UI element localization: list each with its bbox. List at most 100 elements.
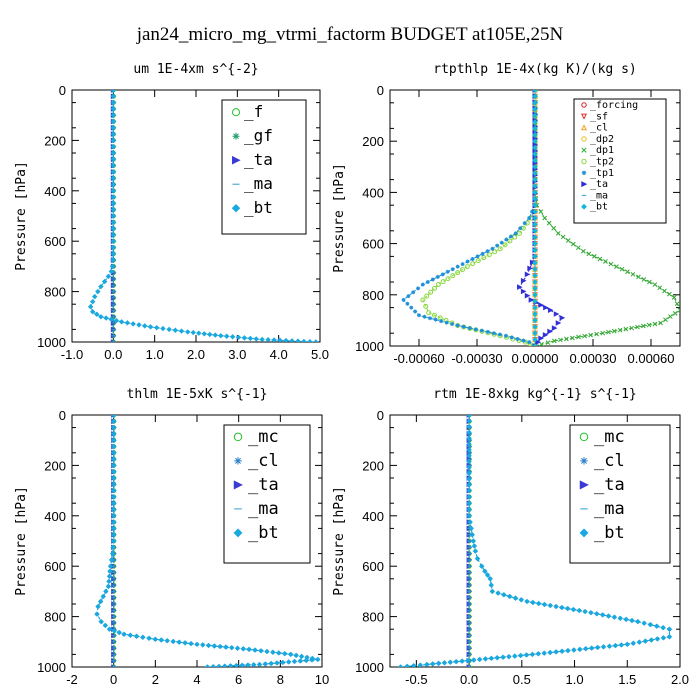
legend-marker_bt (233, 528, 243, 538)
series-marker_bt (110, 162, 117, 169)
series-marker_dp1 (600, 330, 606, 336)
series-marker_bt (97, 598, 104, 605)
y-tick-label: 400 (44, 509, 66, 524)
series-marker_ta (520, 288, 527, 295)
legend-label: _ma (594, 499, 625, 519)
series-marker_bt (274, 660, 280, 666)
x-tick-label: 2.0 (187, 347, 205, 362)
series-marker_bt (277, 337, 283, 342)
series-marker_bt (532, 138, 538, 144)
series-marker_bt (535, 651, 542, 657)
series-marker_bt (466, 423, 472, 430)
series-marker_tp1 (509, 335, 514, 340)
series-marker_bt (87, 304, 94, 310)
series-marker_bt (532, 317, 538, 324)
y-tick-label: 200 (362, 134, 384, 149)
series-marker_tp1 (435, 274, 440, 279)
series-marker_bt (110, 500, 117, 506)
series-marker_bt (466, 441, 472, 447)
series-marker_tp1 (475, 254, 480, 259)
x-tick-label: 3.0 (228, 347, 246, 362)
legend-marker_dp2 (581, 136, 587, 142)
series-marker_bt (624, 641, 630, 648)
series-marker_bt (110, 137, 117, 144)
series-marker_bt (629, 617, 635, 624)
series-marker_bt (207, 331, 213, 338)
series-marker_ta (555, 320, 562, 326)
series-marker_bt (623, 616, 629, 623)
legend-label: _f (244, 102, 263, 121)
x-tick-label: 1.0 (566, 672, 584, 687)
x-tick-label: 4.0 (270, 347, 288, 362)
series-marker_tp1 (405, 301, 410, 306)
series-marker_tp1 (455, 323, 460, 328)
legend-label: _dp1 (590, 145, 614, 156)
series-marker_tp2 (450, 273, 456, 279)
series-marker_bt (532, 221, 538, 228)
series-marker_bt (298, 653, 305, 660)
legend-marker_ta (581, 181, 588, 188)
series-marker_bt (466, 435, 472, 441)
series-marker_bt (108, 268, 114, 275)
series-marker_bt (110, 418, 117, 425)
series-marker_bt (110, 156, 117, 163)
series-marker_bt (110, 118, 117, 125)
legend-marker_mc (579, 432, 589, 442)
series-marker_bt (576, 607, 582, 614)
series-marker_bt (234, 645, 241, 651)
series-marker_bt (110, 513, 117, 519)
series-marker_bt (553, 649, 559, 655)
series-marker_bt (271, 337, 277, 342)
series-marker_bt (116, 629, 122, 636)
series-marker_bt (108, 557, 115, 563)
series-marker_bt (127, 632, 134, 638)
legend-marker_tp2 (581, 158, 587, 165)
series-marker_bt (147, 324, 154, 330)
series-group (87, 90, 319, 342)
legend-marker_bt (231, 203, 241, 213)
series-marker_bt (606, 643, 613, 649)
series-marker_bt (466, 513, 472, 519)
x-tick-label: 0.0 (104, 347, 122, 362)
series-marker_bt (532, 253, 538, 260)
series-marker_bt (532, 324, 538, 330)
y-tick-label: 600 (44, 559, 66, 574)
panel-4: rtm 1E-8xkg kg^{-1} s^{-1} Pressure [hPa]… (332, 387, 689, 687)
legend-marker_dp1 (581, 147, 587, 153)
series-marker_bt (441, 660, 448, 666)
series-marker_tp2 (486, 252, 492, 258)
x-tick-label: 0.00000 (512, 351, 559, 366)
series-marker_bt (605, 613, 612, 619)
series-marker_bt (110, 150, 117, 156)
series-marker_bt (110, 450, 117, 456)
series-marker_ta (538, 302, 544, 308)
series-marker_bt (110, 219, 117, 226)
series-marker_bt (205, 642, 212, 649)
legend-marker_cl (580, 124, 588, 131)
panel-title: rtm 1E-8xkg kg^{-1} s^{-1} (433, 387, 637, 402)
series-marker_bt (196, 330, 202, 336)
x-tick-label: 2 (152, 672, 159, 687)
legend-label: _cl (594, 451, 625, 471)
series-marker_bt (110, 475, 117, 481)
series-marker_tp1 (522, 221, 527, 226)
series-marker_bt (532, 228, 538, 234)
series-marker_dp1 (652, 282, 658, 287)
series-marker_tp2 (426, 310, 432, 316)
legend-marker_f (231, 108, 241, 117)
y-tick-label: 400 (362, 185, 384, 200)
legend-label: _cl (248, 451, 279, 471)
series-marker_bt (635, 618, 641, 625)
series-marker_bt (466, 500, 472, 506)
series-marker_bt (235, 334, 242, 341)
series-marker_tp1 (430, 277, 435, 282)
series-marker_tp2 (455, 270, 461, 276)
series-marker_bt (472, 548, 479, 554)
series-marker_bt (541, 650, 547, 656)
series-marker_bt (229, 334, 236, 340)
series-marker_bt (136, 322, 142, 328)
series-marker_ta (553, 311, 560, 317)
legend-label: _ma (248, 499, 279, 519)
y-tick-label: 200 (362, 458, 384, 473)
series-marker_bt (109, 263, 116, 270)
